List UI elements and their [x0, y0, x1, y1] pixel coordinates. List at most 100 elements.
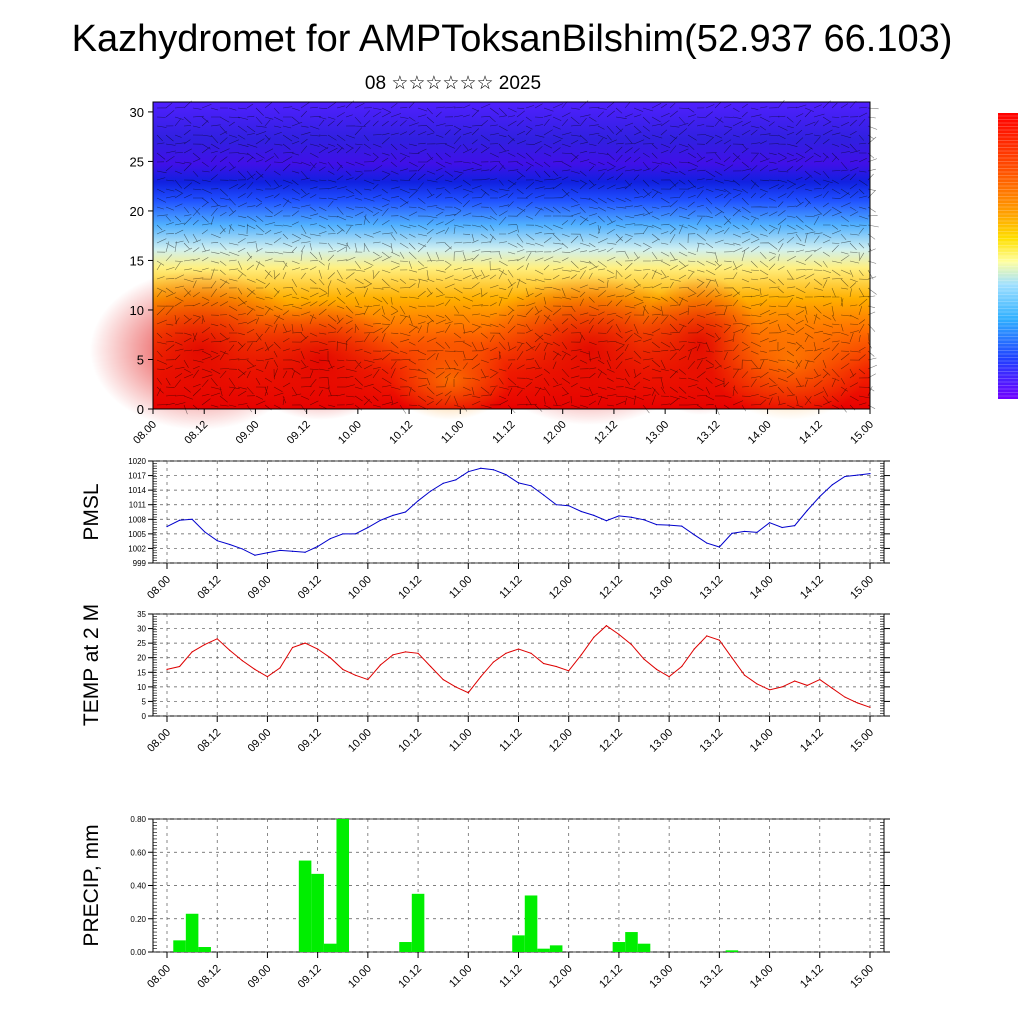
data-point	[517, 482, 520, 484]
data-point	[254, 668, 256, 670]
x-tick-label: 08.00	[145, 727, 173, 755]
x-tick-label: 15.00	[848, 574, 876, 602]
x-tick-label: 10.12	[387, 419, 415, 447]
data-point	[354, 674, 356, 676]
x-tick-label: 13.12	[698, 963, 726, 991]
data-point	[831, 687, 833, 689]
wind-barbs	[156, 100, 879, 416]
data-point	[768, 689, 771, 691]
y-axis-label: PMSL	[80, 483, 103, 540]
data-point	[856, 702, 859, 704]
y-tick-label: 10	[130, 303, 144, 318]
x-tick-label: 11.12	[497, 574, 524, 601]
data-point	[317, 545, 319, 548]
data-point	[392, 654, 394, 656]
data-point	[856, 474, 859, 476]
data-point	[166, 668, 168, 670]
data-point	[831, 484, 833, 486]
data-point	[731, 657, 733, 659]
data-point	[681, 525, 683, 527]
data-point	[178, 519, 181, 521]
data-point	[655, 524, 658, 526]
x-tick-label: 11.12	[497, 727, 524, 754]
x-tick-label: 13.12	[698, 727, 726, 755]
data-point	[291, 550, 294, 552]
x-tick-label: 13.00	[647, 574, 675, 602]
y-tick-label: 0.60	[130, 848, 146, 857]
y-tick-label: 0	[142, 712, 147, 721]
data-point	[342, 668, 344, 670]
x-tick-label: 08.12	[195, 963, 223, 991]
y-tick-label: 1011	[129, 501, 147, 510]
y-tick-label: 5	[137, 352, 144, 367]
data-point	[229, 649, 231, 652]
x-tick-label: 11.00	[439, 419, 466, 446]
precip-bar	[198, 947, 211, 952]
data-point	[404, 651, 407, 653]
y-tick-label: 1002	[128, 544, 146, 553]
data-point	[756, 683, 758, 685]
data-point	[505, 474, 507, 476]
precip-bar	[323, 943, 337, 952]
data-point	[605, 520, 607, 522]
data-point	[279, 549, 281, 551]
y-tick-label: 999	[133, 559, 147, 568]
data-point	[430, 665, 432, 668]
x-tick-label: 08.00	[145, 963, 173, 991]
x-tick-label: 14.00	[748, 574, 776, 602]
x-tick-label: 14.12	[798, 963, 826, 991]
data-point	[605, 625, 607, 627]
data-point	[844, 696, 846, 698]
x-tick-label: 09.12	[296, 963, 324, 991]
y-tick-label: 10	[137, 683, 146, 692]
data-point	[706, 635, 708, 637]
data-point	[743, 674, 746, 676]
x-tick-label: 14.12	[798, 727, 826, 755]
colorbar	[998, 113, 1018, 399]
grid-lines	[153, 818, 884, 953]
pmsl-panel: 1020 1017 1014 1011 1008 1005 1002 999 08.00 08.1…	[80, 457, 890, 602]
data-point	[794, 525, 796, 527]
data-point	[743, 530, 746, 533]
data-point	[379, 519, 382, 521]
x-tick-label: 12.12	[597, 574, 625, 602]
data-point	[530, 485, 532, 487]
data-point	[480, 467, 482, 469]
data-point	[543, 662, 545, 665]
y-tick-label: 15	[137, 668, 146, 677]
data-point	[806, 509, 808, 512]
chart-title: Kazhydromet for AMPToksanBilshim(52.937 …	[71, 18, 953, 60]
data-point	[668, 524, 670, 526]
precip-bar	[524, 895, 538, 952]
x-tick-label: 14.00	[748, 963, 776, 991]
data-point	[455, 686, 457, 688]
y-tick-label: 25	[137, 639, 146, 648]
data-point	[781, 686, 783, 688]
data-point	[505, 652, 507, 654]
data-point	[492, 469, 494, 471]
x-tick-label: 15.00	[848, 419, 876, 447]
x-tick-label: 15.00	[848, 727, 876, 755]
data-point	[430, 490, 432, 492]
data-point	[681, 665, 683, 668]
data-point	[467, 471, 469, 473]
precip-bar	[537, 948, 550, 952]
data-point	[517, 648, 520, 650]
x-tick-label: 13.00	[647, 963, 675, 991]
data-point	[869, 706, 871, 708]
precip-bar	[725, 950, 739, 952]
x-tick-label: 12.00	[547, 574, 575, 602]
data-point	[618, 515, 620, 517]
x-tick-label: 11.12	[490, 419, 517, 446]
x-tick-label: 11.00	[447, 574, 474, 601]
data-point	[580, 654, 582, 656]
precip-panel: 0.80 0.60 0.40 0.20 0.00 08.00 08.12 09.00 09.12…	[80, 815, 890, 991]
x-tick-label: 10.12	[396, 727, 424, 755]
x-tick-label: 10.00	[346, 963, 374, 991]
data-point	[191, 518, 193, 520]
data-point	[241, 548, 243, 550]
data-point	[241, 660, 243, 662]
x-tick-label: 13.00	[643, 419, 671, 447]
x-tick-label: 08.00	[145, 574, 173, 602]
